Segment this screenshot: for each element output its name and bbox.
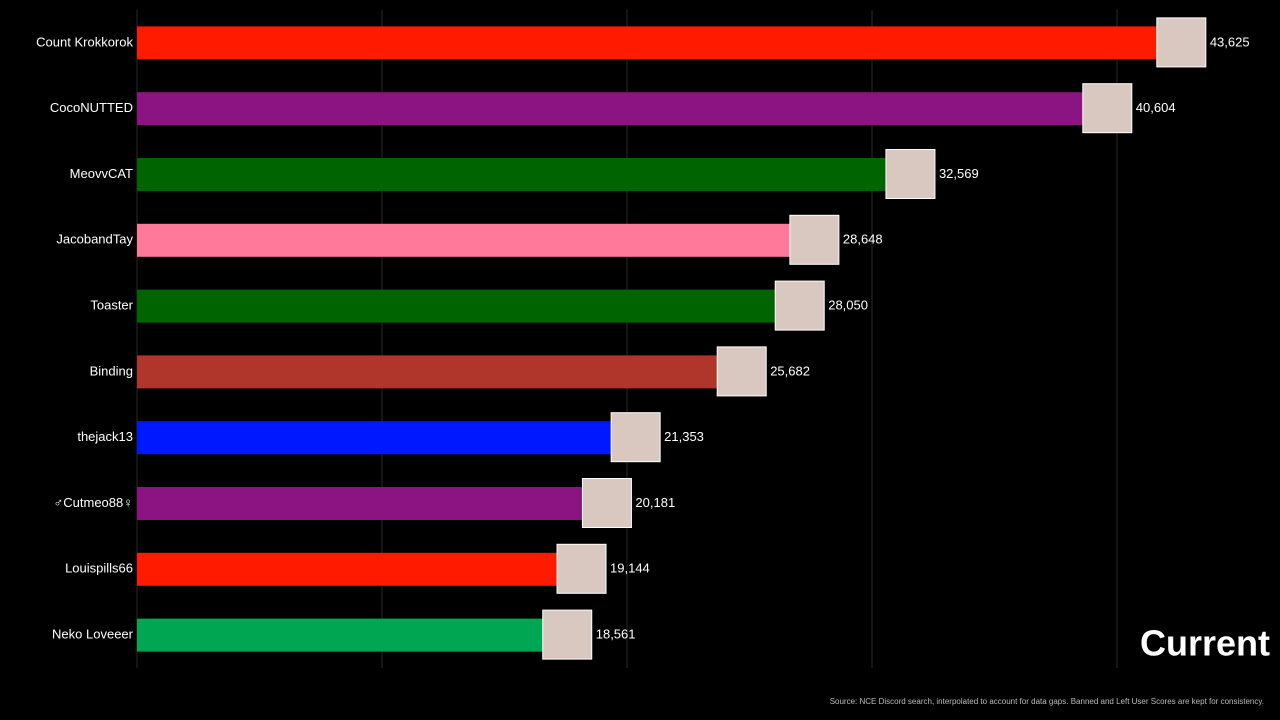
category-label: JacobandTay <box>56 232 133 247</box>
bar <box>137 355 767 389</box>
avatar <box>610 412 661 463</box>
value-label: 40,604 <box>1136 100 1176 115</box>
avatar <box>1156 17 1207 68</box>
bar <box>137 421 661 455</box>
value-label: 43,625 <box>1210 34 1250 49</box>
bar <box>137 92 1132 126</box>
bar <box>137 26 1206 60</box>
value-label: 21,353 <box>664 429 704 444</box>
value-label: 28,648 <box>843 232 883 247</box>
value-label: 19,144 <box>610 561 650 576</box>
value-label: 32,569 <box>939 166 979 181</box>
avatar <box>581 478 632 528</box>
avatar <box>1082 83 1133 134</box>
category-label: thejack13 <box>77 429 133 444</box>
bar <box>137 289 825 323</box>
value-label: 25,682 <box>770 363 810 378</box>
bar <box>137 487 632 520</box>
category-label: Binding <box>90 363 133 378</box>
value-label: 20,181 <box>635 495 675 510</box>
category-label: ♂Cutmeo88♀ <box>54 495 133 510</box>
value-label: 28,050 <box>828 298 868 313</box>
category-label: Neko Loveeer <box>52 627 134 642</box>
source-note: Source: NCE Discord search, interpolated… <box>830 697 1264 706</box>
value-label: 18,561 <box>596 627 636 642</box>
avatar <box>789 214 840 265</box>
category-label: Toaster <box>90 298 133 313</box>
category-label: CocoNUTTED <box>50 100 133 115</box>
category-label: Count Krokkorok <box>36 34 133 49</box>
period-label: Current <box>1140 623 1270 664</box>
avatar <box>542 609 593 660</box>
bar <box>137 223 839 257</box>
avatar <box>556 543 607 594</box>
category-label: MeovvCAT <box>70 166 133 181</box>
avatar <box>716 346 767 397</box>
avatar <box>885 149 936 199</box>
category-label: Louispills66 <box>65 561 133 576</box>
bar <box>137 158 935 191</box>
bar <box>137 552 607 586</box>
avatar <box>774 280 825 331</box>
bar <box>137 618 592 652</box>
